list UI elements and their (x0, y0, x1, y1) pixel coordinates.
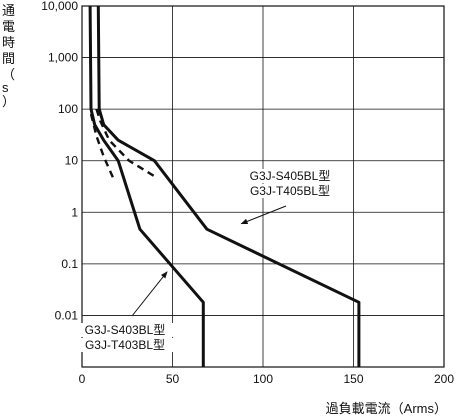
y-axis-label-char: 間 (2, 51, 16, 66)
y-axis-label-char: 時 (2, 35, 16, 50)
x-tick-label: 50 (166, 372, 180, 386)
y-axis-label-char: ） (2, 94, 16, 109)
chart-series-layer (88, 5, 361, 367)
annotation-label: G3J-T403BL型 (85, 338, 165, 352)
annotation-label-bg (242, 169, 338, 183)
x-tick-label: 150 (343, 372, 363, 386)
annotation-leader (131, 271, 168, 317)
y-tick-label: 100 (58, 102, 78, 116)
y-tick-label: 10,000 (41, 0, 78, 13)
y-tick-label: 0.01 (55, 308, 79, 322)
annotation-label: G3J-T405BL型 (250, 184, 330, 198)
annotation-label-bg (77, 323, 173, 337)
y-tick-label: 1,000 (48, 51, 78, 65)
series-curve (88, 5, 205, 367)
annotation-label: G3J-S405BL型 (250, 169, 331, 183)
annotation-label-bg (77, 338, 173, 352)
y-axis-label-char: 通 (2, 3, 16, 18)
x-axis-label: 過負載電流（Arms） (325, 401, 447, 416)
annotation-label-bg (242, 184, 338, 198)
y-tick-label: 0.1 (61, 257, 78, 271)
annotation-label: G3J-S403BL型 (85, 323, 166, 337)
x-tick-label: 200 (434, 372, 454, 386)
chart-tick-labels: 0 50 100 150 200 10,000 1,000 100 10 1 0.1 0.01 (41, 0, 454, 386)
y-axis-label-char: （ (2, 67, 16, 82)
chart-grid (81, 5, 445, 368)
x-tick-label: 100 (253, 372, 273, 386)
y-axis-label-char: 電 (2, 19, 16, 34)
annotation-leader (240, 205, 287, 225)
y-axis-label-char: s (2, 80, 9, 95)
dashed-curve (95, 108, 156, 178)
y-tick-label: 10 (65, 154, 79, 168)
series-curve (96, 5, 361, 367)
y-tick-label: 1 (71, 205, 78, 219)
x-tick-label: 0 (79, 372, 86, 386)
